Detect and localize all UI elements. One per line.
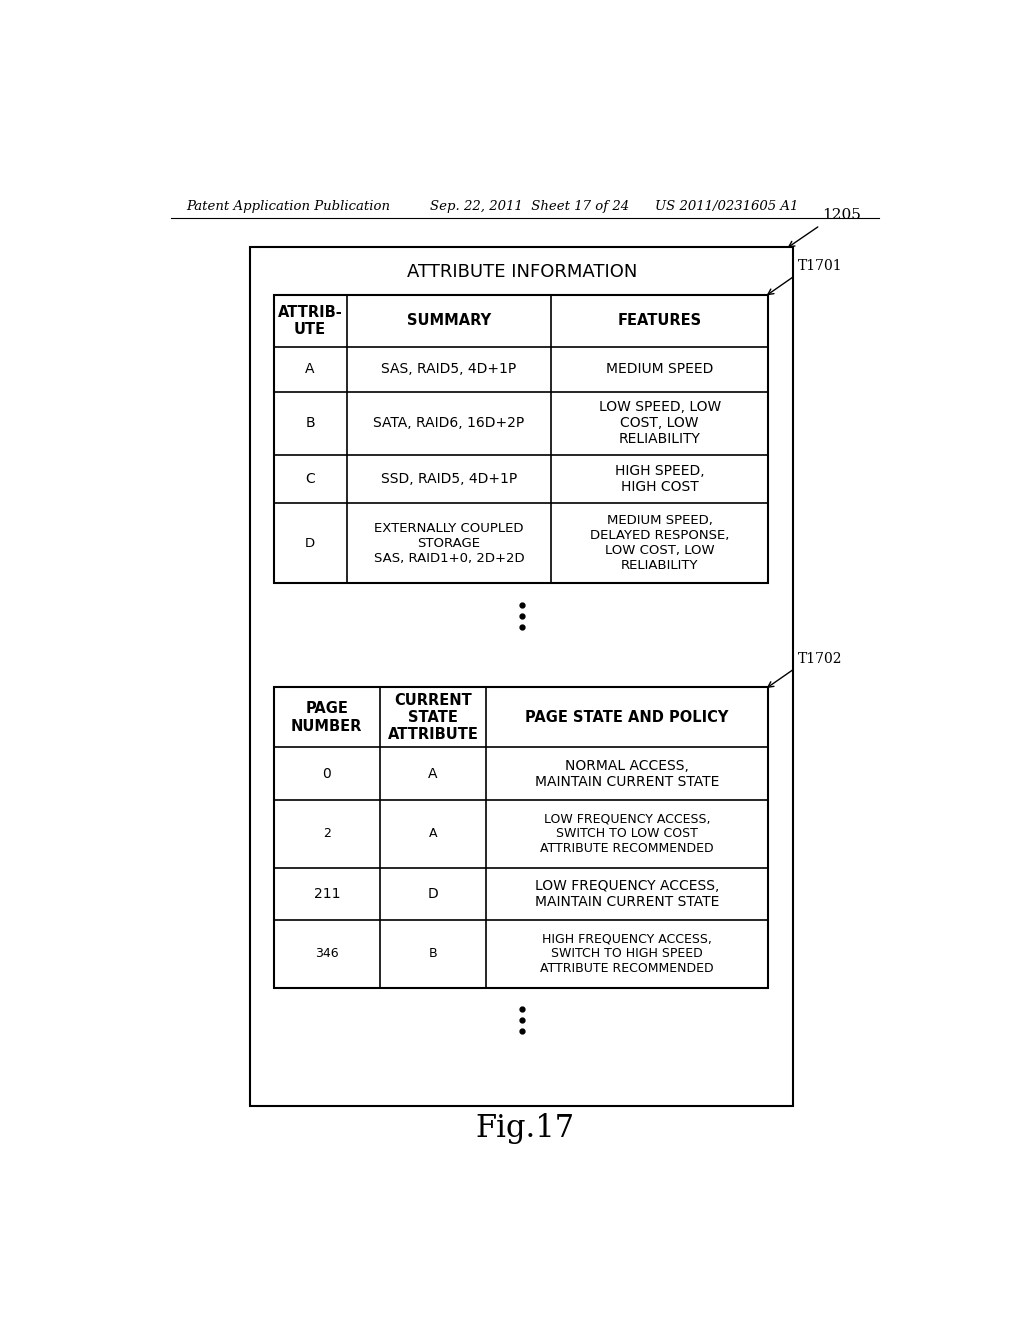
Text: 346: 346 [315, 948, 339, 961]
Text: US 2011/0231605 A1: US 2011/0231605 A1 [655, 199, 799, 213]
Text: C: C [305, 471, 315, 486]
Text: D: D [305, 536, 315, 549]
Text: ATTRIB-
UTE: ATTRIB- UTE [278, 305, 342, 337]
Text: 211: 211 [313, 887, 340, 900]
Text: B: B [305, 416, 315, 430]
Bar [251, 247, 793, 1105]
Text: 2: 2 [323, 828, 331, 841]
Text: B: B [429, 948, 437, 961]
Text: Fig.17: Fig.17 [475, 1113, 574, 1144]
Text: A: A [428, 767, 437, 780]
Text: HIGH FREQUENCY ACCESS,
SWITCH TO HIGH SPEED
ATTRIBUTE RECOMMENDED: HIGH FREQUENCY ACCESS, SWITCH TO HIGH SP… [541, 932, 714, 975]
Text: 1205: 1205 [822, 209, 861, 222]
Text: HIGH SPEED,
HIGH COST: HIGH SPEED, HIGH COST [614, 463, 705, 494]
Text: 0: 0 [323, 767, 331, 780]
Text: D: D [428, 887, 438, 900]
Text: FEATURES: FEATURES [617, 313, 701, 329]
Text: LOW FREQUENCY ACCESS,
SWITCH TO LOW COST
ATTRIBUTE RECOMMENDED: LOW FREQUENCY ACCESS, SWITCH TO LOW COST… [541, 812, 714, 855]
Text: T1702: T1702 [798, 652, 842, 665]
Text: SUMMARY: SUMMARY [407, 313, 490, 329]
Text: LOW FREQUENCY ACCESS,
MAINTAIN CURRENT STATE: LOW FREQUENCY ACCESS, MAINTAIN CURRENT S… [535, 879, 719, 909]
Text: LOW SPEED, LOW
COST, LOW
RELIABILITY: LOW SPEED, LOW COST, LOW RELIABILITY [598, 400, 721, 446]
Text: NORMAL ACCESS,
MAINTAIN CURRENT STATE: NORMAL ACCESS, MAINTAIN CURRENT STATE [535, 759, 719, 789]
Text: SAS, RAID5, 4D+1P: SAS, RAID5, 4D+1P [381, 363, 516, 376]
Text: PAGE STATE AND POLICY: PAGE STATE AND POLICY [525, 710, 729, 725]
Bar [273, 688, 768, 987]
Text: EXTERNALLY COUPLED
STORAGE
SAS, RAID1+0, 2D+2D: EXTERNALLY COUPLED STORAGE SAS, RAID1+0,… [374, 521, 524, 565]
Text: ATTRIBUTE INFORMATION: ATTRIBUTE INFORMATION [407, 263, 637, 281]
Bar [273, 294, 768, 583]
Text: A: A [305, 363, 314, 376]
Text: SATA, RAID6, 16D+2P: SATA, RAID6, 16D+2P [373, 416, 524, 430]
Text: Patent Application Publication: Patent Application Publication [186, 199, 390, 213]
Text: PAGE
NUMBER: PAGE NUMBER [291, 701, 362, 734]
Text: T1701: T1701 [798, 259, 842, 273]
Text: MEDIUM SPEED: MEDIUM SPEED [606, 363, 714, 376]
Text: SSD, RAID5, 4D+1P: SSD, RAID5, 4D+1P [381, 471, 517, 486]
Text: CURRENT
STATE
ATTRIBUTE: CURRENT STATE ATTRIBUTE [387, 693, 478, 742]
Text: MEDIUM SPEED,
DELAYED RESPONSE,
LOW COST, LOW
RELIABILITY: MEDIUM SPEED, DELAYED RESPONSE, LOW COST… [590, 513, 729, 572]
Text: A: A [429, 828, 437, 841]
Text: Sep. 22, 2011  Sheet 17 of 24: Sep. 22, 2011 Sheet 17 of 24 [430, 199, 630, 213]
